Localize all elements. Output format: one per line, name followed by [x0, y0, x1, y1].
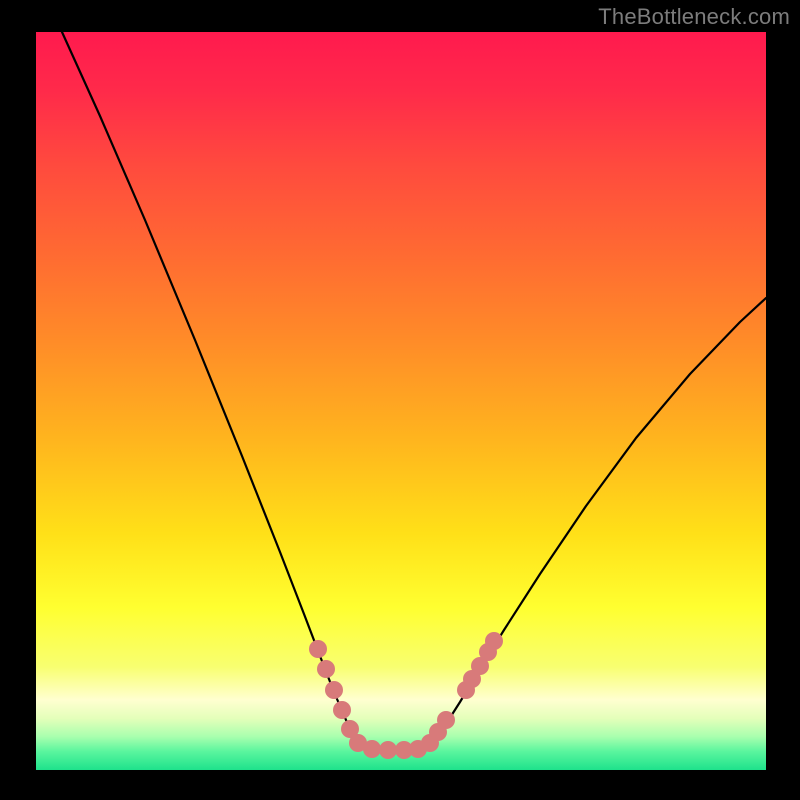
highlight-dot [317, 660, 335, 678]
highlight-dot [437, 711, 455, 729]
highlight-dot [485, 632, 503, 650]
highlight-dot [325, 681, 343, 699]
plot-background [36, 32, 766, 770]
highlight-dot [363, 740, 381, 758]
bottleneck-chart [0, 0, 800, 800]
chart-stage: TheBottleneck.com [0, 0, 800, 800]
highlight-dot [309, 640, 327, 658]
highlight-dot [379, 741, 397, 759]
watermark-text: TheBottleneck.com [598, 4, 790, 30]
highlight-dot [333, 701, 351, 719]
